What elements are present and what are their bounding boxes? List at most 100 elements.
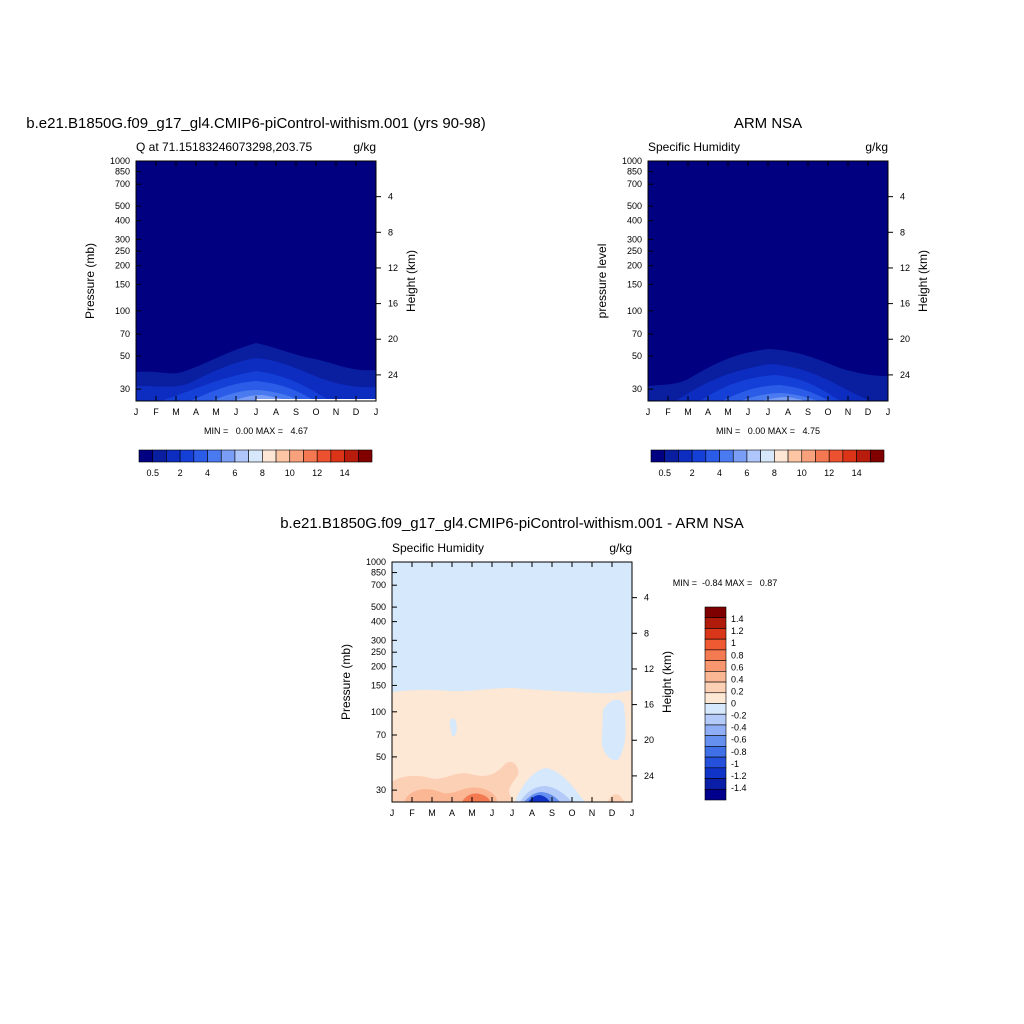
diff-colorbar-label: 0.4 xyxy=(731,674,744,684)
diff-colorbar-box xyxy=(704,638,727,651)
model-xtick-label: A xyxy=(273,407,279,417)
diff-colorbar-label: -0.2 xyxy=(731,711,747,721)
obs-ytick-label: 700 xyxy=(627,179,642,189)
diff-panel: b.e21.B1850G.f09_g17_gl4.CMIP6-piControl… xyxy=(280,515,777,818)
model-colorbar-label: 6 xyxy=(232,468,237,478)
model-xtick-label: F xyxy=(153,407,159,417)
obs-ytick-label: 250 xyxy=(627,246,642,256)
diff-colorbar-label: 0.2 xyxy=(731,686,744,696)
diff-axes: J F M A M J J A S O N D J 30 50 70 100 150 200 250 300 400 500… xyxy=(366,557,654,818)
model-xtick-label: S xyxy=(293,407,299,417)
obs-ytick-label: 300 xyxy=(627,234,642,244)
obs-units: g/kg xyxy=(865,140,888,154)
obs-height-tick-label: 24 xyxy=(900,370,910,380)
model-colorbar-box xyxy=(262,449,277,463)
obs-colorbar: 0.5 2 4 6 8 10 12 14 xyxy=(650,449,885,478)
model-panel: b.e21.B1850G.f09_g17_gl4.CMIP6-piControl… xyxy=(26,115,485,478)
diff-height-tick-label: 24 xyxy=(644,771,654,781)
diff-colorbar-box xyxy=(704,606,727,619)
diff-ytick-label: 500 xyxy=(371,602,386,612)
model-ytick-label: 700 xyxy=(115,179,130,189)
model-ytick-label: 100 xyxy=(115,306,130,316)
model-xtick-label: A xyxy=(193,407,199,417)
model-xtick-label: M xyxy=(172,407,180,417)
obs-colorbar-box xyxy=(787,449,803,463)
diff-ytick-label: 400 xyxy=(371,617,386,627)
diff-colorbar-label: -0.6 xyxy=(731,735,747,745)
model-ytick-label: 250 xyxy=(115,246,130,256)
model-xtick-label: N xyxy=(333,407,340,417)
model-colorbar-box xyxy=(289,449,304,463)
model-title: b.e21.B1850G.f09_g17_gl4.CMIP6-piControl… xyxy=(26,115,485,132)
diff-contour-neg-pocket-2 xyxy=(601,699,626,761)
diff-ytick-label: 700 xyxy=(371,580,386,590)
model-ytick-label: 400 xyxy=(115,216,130,226)
obs-height-tick-label: 12 xyxy=(900,263,910,273)
diff-ytick-label: 250 xyxy=(371,647,386,657)
obs-colorbar-box xyxy=(856,449,871,463)
obs-xtick-label: J xyxy=(646,407,651,417)
model-ytick-label: 1000 xyxy=(110,156,130,166)
model-colorbar-box xyxy=(138,449,154,463)
diff-xtick-label: J xyxy=(490,808,495,818)
obs-xtick-label: A xyxy=(785,407,791,417)
obs-minmax: MIN = 0.00 MAX = 4.75 xyxy=(716,426,820,436)
model-height-tick-label: 4 xyxy=(388,192,393,202)
model-xtick-label: O xyxy=(312,407,319,417)
model-colorbar-box xyxy=(179,449,195,463)
diff-minmax: MIN = -0.84 MAX = 0.87 xyxy=(673,578,778,588)
diff-colorbar-label: 0.6 xyxy=(731,662,744,672)
diff-ytick-label: 850 xyxy=(371,568,386,578)
diff-xtick-label: J xyxy=(510,808,515,818)
obs-contour-5 xyxy=(740,393,818,401)
model-colorbar-box xyxy=(316,449,332,463)
diff-colorbar-box xyxy=(704,713,727,726)
obs-colorbar-box xyxy=(869,449,885,463)
model-axes: J F M A M J J A S O N D J 30 50 70 100 150 200 250 300 400 500… xyxy=(110,156,398,417)
model-xtick-label: J xyxy=(374,407,379,417)
model-colorbar-box xyxy=(193,449,208,463)
model-ytick-label: 500 xyxy=(115,201,130,211)
model-colorbar-box xyxy=(207,449,222,463)
model-colorbar-label: 10 xyxy=(285,468,295,478)
diff-height-tick-label: 12 xyxy=(644,664,654,674)
diff-xtick-label: A xyxy=(529,808,535,818)
model-colorbar-box xyxy=(248,449,263,463)
obs-xtick-label: O xyxy=(824,407,831,417)
diff-colorbar-box xyxy=(704,649,727,661)
obs-colorbar-box xyxy=(828,449,844,463)
obs-height-tick-label: 20 xyxy=(900,334,910,344)
model-colorbar-box xyxy=(330,449,345,463)
obs-colorbar-box xyxy=(705,449,720,463)
diff-height-tick-label: 16 xyxy=(644,700,654,710)
obs-ylabel-right: Height (km) xyxy=(916,250,930,312)
model-colorbar-label: 2 xyxy=(178,468,183,478)
obs-xtick-label: J xyxy=(746,407,751,417)
diff-ytick-label: 150 xyxy=(371,680,386,690)
diff-ytick-label: 200 xyxy=(371,662,386,672)
model-ytick-label: 70 xyxy=(120,329,130,339)
obs-colorbar-label: 10 xyxy=(797,468,807,478)
diff-colorbar-label: -1 xyxy=(731,759,739,769)
model-xtick-label: J xyxy=(254,407,259,417)
diff-ytick-label: 300 xyxy=(371,635,386,645)
diff-height-tick-label: 4 xyxy=(644,593,649,603)
model-colorbar-box xyxy=(344,449,359,463)
diff-colorbar-box xyxy=(704,617,727,629)
diff-title: b.e21.B1850G.f09_g17_gl4.CMIP6-piControl… xyxy=(280,515,744,532)
model-ytick-label: 850 xyxy=(115,167,130,177)
diff-height-tick-label: 20 xyxy=(644,735,654,745)
obs-colorbar-label: 4 xyxy=(717,468,722,478)
obs-colorbar-label: 0.5 xyxy=(658,468,671,478)
diff-colorbar-label: 1.2 xyxy=(731,626,744,636)
model-colorbar: 0.5 2 4 6 8 10 12 14 xyxy=(138,449,373,478)
model-colorbar-box xyxy=(152,449,167,463)
diff-colorbar-label: 0 xyxy=(731,699,736,709)
model-ytick-label: 50 xyxy=(120,351,130,361)
model-xtick-label: D xyxy=(353,407,360,417)
obs-colorbar-box xyxy=(719,449,734,463)
diff-xtick-label: S xyxy=(549,808,555,818)
diff-colorbar-label: 0.8 xyxy=(731,650,744,660)
model-minmax: MIN = 0.00 MAX = 4.67 xyxy=(204,426,308,436)
obs-colorbar-box xyxy=(650,449,666,463)
